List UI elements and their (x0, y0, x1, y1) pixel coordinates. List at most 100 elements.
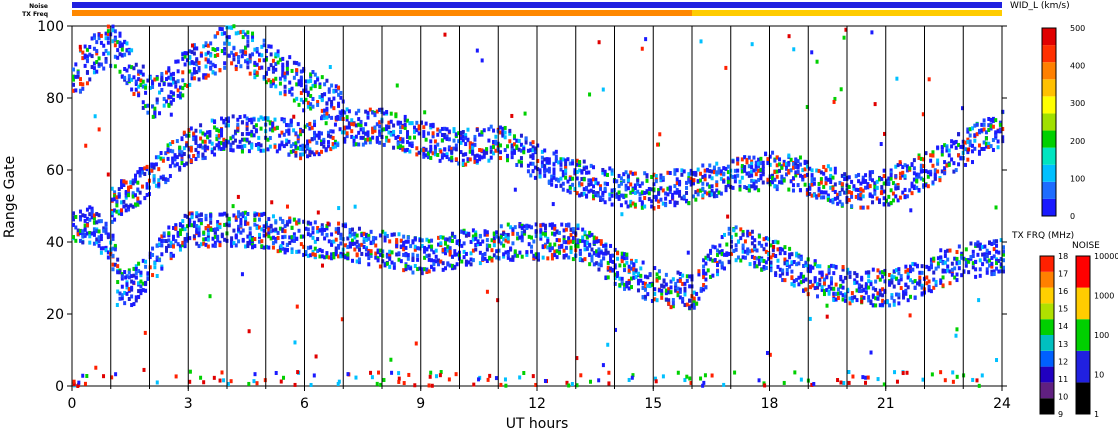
data-cell (511, 257, 515, 262)
data-cell (861, 175, 865, 180)
data-cell (157, 182, 161, 187)
data-cell (438, 129, 442, 134)
data-cell (534, 222, 538, 227)
data-cell (429, 148, 433, 153)
data-cell (236, 122, 240, 127)
data-cell (145, 182, 149, 187)
data-cell (982, 146, 986, 151)
width-colorbar-swatch (1042, 113, 1056, 131)
data-cell (492, 239, 496, 244)
data-cell (520, 238, 524, 243)
noise-cell (601, 87, 605, 92)
data-cell (382, 127, 386, 132)
noise-cell (370, 375, 374, 380)
data-cell (732, 228, 736, 233)
data-cell (288, 80, 292, 85)
data-cell (422, 151, 426, 156)
data-cell (297, 249, 301, 254)
data-cell (537, 257, 540, 262)
data-cell (540, 164, 544, 169)
data-cell (641, 295, 645, 300)
data-cell (211, 70, 215, 75)
data-cell (334, 237, 338, 242)
data-cell (795, 251, 799, 256)
data-cell (251, 245, 255, 250)
data-cell (295, 82, 299, 87)
data-cell (426, 151, 430, 156)
data-cell (106, 232, 110, 237)
data-cell (782, 178, 786, 183)
data-cell (867, 298, 871, 303)
data-cell (995, 261, 999, 266)
data-cell (395, 252, 399, 257)
data-cell (750, 165, 754, 170)
data-cell (160, 74, 164, 79)
data-cell (654, 197, 658, 202)
data-cell (499, 130, 503, 135)
data-cell (943, 260, 947, 265)
data-cell (434, 254, 438, 259)
data-cell (304, 79, 308, 84)
data-cell (531, 169, 535, 174)
data-cell (227, 116, 230, 121)
data-cell (280, 130, 284, 135)
data-cell (546, 245, 550, 250)
data-cell (478, 242, 482, 247)
data-cell (430, 258, 434, 263)
data-cell (255, 49, 259, 54)
data-cell (325, 115, 329, 120)
data-cell (440, 152, 444, 157)
data-cell (390, 260, 394, 265)
data-cell (543, 173, 547, 178)
noise-cell (480, 58, 484, 63)
noise-cell (510, 113, 514, 118)
data-cell (453, 252, 457, 257)
data-cell (518, 224, 522, 229)
data-cell (315, 150, 319, 155)
noise-cell (866, 375, 870, 380)
data-cell (88, 205, 92, 210)
data-cell (636, 271, 640, 276)
data-cell (575, 176, 579, 181)
data-cell (685, 185, 689, 190)
data-cell (550, 182, 554, 187)
data-cell (136, 187, 140, 192)
data-cell (227, 140, 230, 145)
data-cell (764, 260, 768, 265)
data-cell (97, 36, 101, 41)
data-cell (977, 128, 981, 133)
data-cell (113, 29, 117, 34)
data-cell (375, 122, 379, 127)
txfreq-colorbar-swatch (1040, 382, 1054, 399)
noise-cell (762, 381, 766, 386)
data-cell (464, 231, 468, 236)
data-cell (197, 231, 201, 236)
data-cell (95, 69, 99, 74)
data-cell (752, 168, 756, 173)
data-cell (455, 252, 459, 257)
data-cell (369, 240, 373, 245)
data-cell (160, 264, 164, 269)
data-cell (741, 230, 745, 235)
data-cell (106, 36, 110, 41)
width-colorbar-swatch (1042, 147, 1056, 165)
data-cell (285, 60, 289, 65)
data-cell (178, 85, 182, 90)
data-cell (104, 59, 108, 64)
data-cell (181, 240, 185, 245)
data-cell (222, 142, 226, 147)
noise-cell (81, 373, 85, 378)
noise-cell (285, 204, 289, 209)
data-cell (799, 274, 803, 279)
data-cell (229, 136, 233, 141)
data-cell (540, 160, 544, 165)
data-cell (378, 129, 382, 134)
noise-cell (864, 375, 868, 380)
data-cell (599, 186, 602, 191)
data-cell (867, 270, 871, 275)
data-cell (627, 280, 631, 285)
data-cell (525, 223, 529, 228)
data-cell (802, 274, 806, 279)
data-cell (274, 52, 278, 57)
data-cell (395, 243, 399, 248)
